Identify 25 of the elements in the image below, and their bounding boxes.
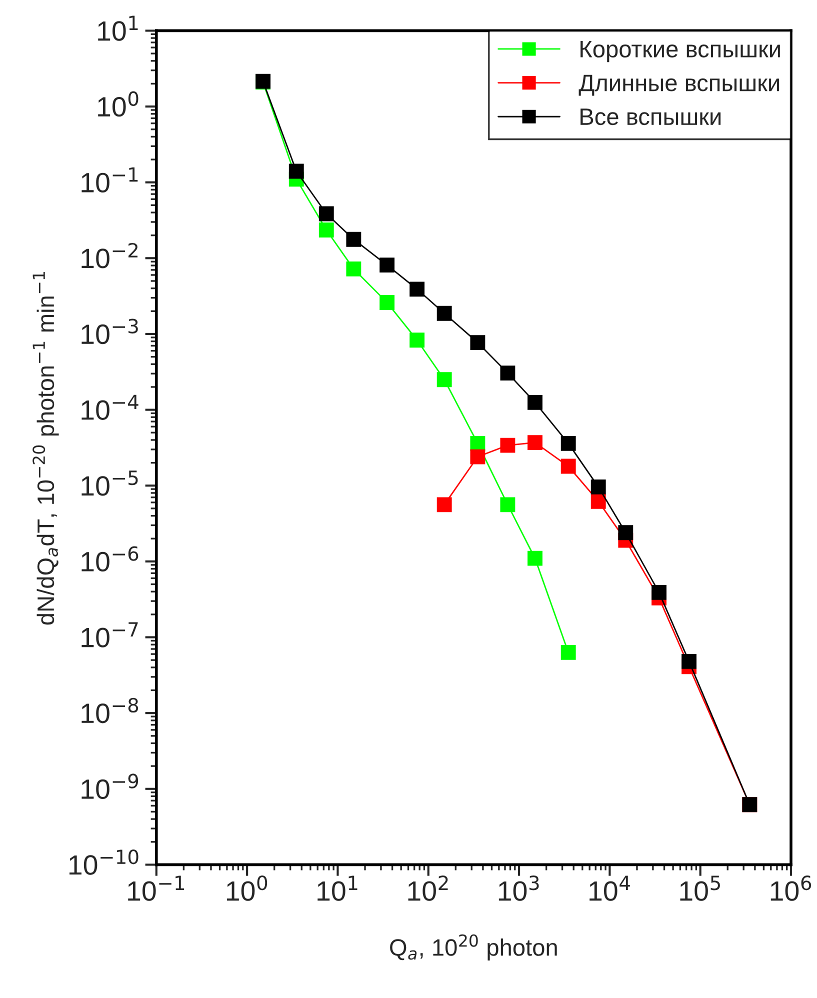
y-tick-label: 10$^{−2}$ — [82, 242, 138, 268]
y-tick-label: 10$^{−5}$ — [82, 470, 138, 496]
y-tick-label: 10$^{−3}$ — [82, 318, 138, 344]
y-tick-label: 10$^{1}$ — [98, 16, 138, 41]
legend-label: Короткие вспышки — [580, 41, 780, 62]
y-tick-label: 10$^{−9}$ — [82, 774, 138, 800]
y-tick-label: 10$^{−8}$ — [82, 698, 138, 724]
y-tick-label: 10$^{−1}$ — [82, 167, 138, 192]
y-tick-label: 10$^{−7}$ — [82, 622, 138, 648]
x-tick-label: 10$^{0}$ — [226, 876, 268, 901]
y-tick-label: 10$^{−6}$ — [82, 546, 138, 572]
x-tick-label: 10$^{2}$ — [408, 876, 448, 901]
y-tick-label: 10$^{−4}$ — [82, 394, 138, 420]
x-tick-label: 10$^{3}$ — [498, 876, 539, 901]
x-tick-label: 10$^{4}$ — [590, 876, 630, 901]
y-tick-label: 10$^{0}$ — [98, 91, 138, 117]
y-axis-title: dN/dQ$_{a}$dT, 10$^{−20}$ photon$^{−1}$ min$^{−1}$ — [32, 272, 59, 625]
legend-label: Длинные вспышки — [578, 74, 779, 96]
x-tick-label: 10$^{5}$ — [680, 876, 720, 901]
y-tick-label: 10$^{−10}$ — [69, 849, 138, 875]
legend-label: Все вспышки — [580, 108, 721, 126]
x-tick-label: 10$^{1}$ — [318, 876, 358, 901]
x-tick-label: 10$^{−1}$ — [128, 876, 184, 901]
x-axis-title: Q$_{a}$, 10$^{20}$ photon — [390, 934, 557, 961]
x-tick-label: 10$^{6}$ — [770, 876, 812, 901]
